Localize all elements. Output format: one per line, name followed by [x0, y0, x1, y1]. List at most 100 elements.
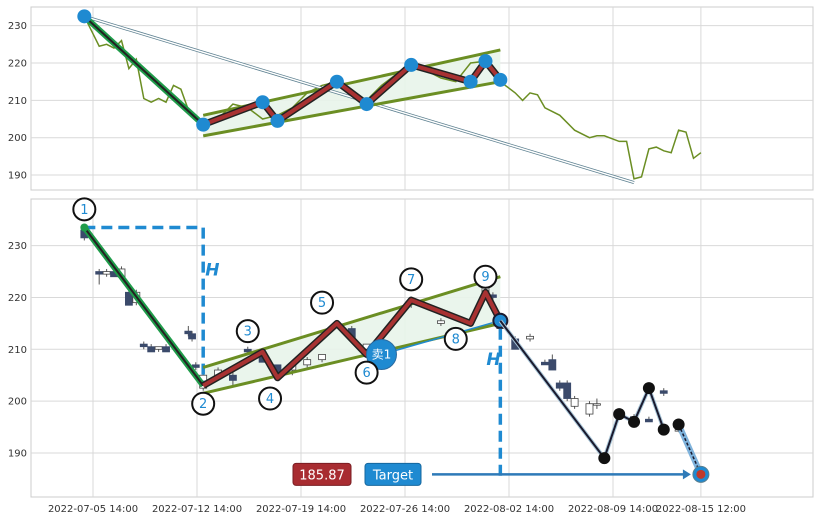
overview-pivot-point	[329, 74, 344, 89]
x-tick-label: 2022-08-09 14:00	[568, 504, 658, 515]
candle-up	[585, 403, 594, 415]
pivot-label-number: 5	[318, 296, 326, 311]
candle-down	[229, 374, 237, 381]
candle-down	[548, 359, 557, 371]
pivot-label-circle	[443, 326, 468, 351]
pivot-label-circle	[354, 360, 379, 385]
pivot-label-circle	[310, 290, 335, 315]
candle-down	[243, 348, 252, 353]
pivot-label-number: 3	[244, 325, 252, 340]
candle-up	[593, 403, 601, 406]
candle-up	[526, 335, 534, 340]
projection-point	[628, 415, 641, 428]
overview-pivot-point	[359, 97, 374, 112]
pivot-label-circle	[72, 197, 97, 222]
overview-panel: 190 200 210 220 230	[8, 6, 814, 191]
overview-first-leg	[83, 15, 204, 126]
y-tick-label: 190	[8, 171, 27, 182]
overview-frame	[30, 6, 814, 191]
candle-up	[154, 346, 163, 350]
height-label-left: H	[205, 261, 219, 281]
overview-pivot-point	[270, 113, 285, 128]
pivot-label-number: 9	[481, 270, 489, 285]
candle-down	[541, 361, 549, 366]
overview-pivot-point	[196, 117, 211, 132]
overview-pivot-point	[77, 9, 92, 24]
y-tick-label: 230	[8, 241, 27, 252]
candle-down	[147, 346, 156, 353]
overview-pivot-point	[255, 95, 270, 110]
candle-down	[162, 346, 170, 353]
candle-down	[95, 271, 104, 275]
x-tick-label: 2022-08-02 14:00	[464, 504, 554, 515]
candle-down	[555, 382, 564, 389]
overview-y-ticks: 190 200 210 220 230	[8, 21, 27, 181]
candle-down	[191, 364, 200, 368]
projection-final-leg-core	[677, 424, 702, 475]
y-tick-label: 230	[8, 21, 27, 32]
projection-point	[598, 452, 611, 465]
main-x-ticks: 2022-07-05 14:00 2022-07-12 14:00 2022-07-…	[48, 504, 746, 515]
height-guide-left	[84, 225, 205, 386]
y-tick-label: 220	[8, 59, 27, 70]
overview-channel-lower	[202, 80, 501, 138]
x-tick-label: 2022-07-12 14:00	[152, 504, 242, 515]
target-value-box	[292, 462, 352, 486]
pivot-label-number: 4	[266, 392, 274, 407]
x-tick-label: 2022-07-19 14:00	[256, 504, 346, 515]
candle-down	[139, 343, 148, 348]
pivot-label-circle	[258, 386, 283, 411]
projection-point	[642, 382, 655, 395]
main-first-leg	[83, 226, 204, 387]
y-tick-label: 200	[8, 133, 27, 144]
overview-pivot-point	[493, 72, 508, 87]
y-tick-label: 190	[8, 448, 27, 459]
x-tick-label: 2022-07-26 14:00	[360, 504, 450, 515]
y-tick-label: 220	[8, 293, 27, 304]
main-channel-upper	[202, 275, 501, 369]
overview-pivot-point	[404, 57, 419, 72]
target-value: 185.87	[299, 468, 345, 483]
pivot-label-number: 1	[80, 203, 88, 218]
x-tick-label: 2022-07-05 14:00	[48, 504, 138, 515]
sell-marker-label: 卖1	[372, 347, 392, 361]
pivot-label-number: 6	[362, 366, 370, 381]
candle-up	[570, 398, 579, 407]
sell-marker	[365, 338, 397, 370]
sell-arrow	[395, 322, 493, 352]
projection-point	[672, 418, 685, 431]
candle-down	[125, 291, 133, 306]
projection-path	[499, 320, 665, 461]
candle-down	[563, 382, 572, 399]
main-start-point	[80, 223, 89, 232]
candle-down	[188, 333, 196, 340]
main-y-ticks: 190 200 210 220 230	[8, 241, 27, 459]
pivot-label-circle	[235, 319, 260, 344]
pivot-label-number: 8	[452, 332, 460, 347]
projection-point	[657, 423, 670, 436]
target-arrow-head	[682, 469, 691, 480]
height-label-right: H	[486, 350, 500, 370]
overview-plot	[77, 9, 702, 184]
candle-down	[659, 390, 668, 394]
overview-pivot-point	[478, 54, 493, 69]
pivot-label-circle	[473, 264, 498, 289]
candle-down	[645, 418, 653, 423]
candle-up	[318, 354, 326, 361]
x-tick-label: 2022-08-15 12:00	[656, 504, 746, 515]
pivot-label-number: 7	[407, 273, 415, 288]
candle-up	[102, 271, 111, 275]
projection-point	[613, 408, 626, 421]
overview-pivot-point	[463, 74, 478, 89]
pivot-label-circle	[191, 391, 216, 416]
target-point-inner	[696, 469, 706, 479]
main-plot: H H 卖1 1 2 3 4 5 6 7 8 9 185.87 Target	[72, 197, 710, 486]
target-tag-box	[364, 462, 422, 486]
target-tag-label: Target	[372, 468, 413, 483]
y-tick-label: 210	[8, 345, 27, 356]
y-tick-label: 210	[8, 96, 27, 107]
pivot-label-circle	[399, 267, 424, 292]
candle-up	[303, 359, 312, 366]
